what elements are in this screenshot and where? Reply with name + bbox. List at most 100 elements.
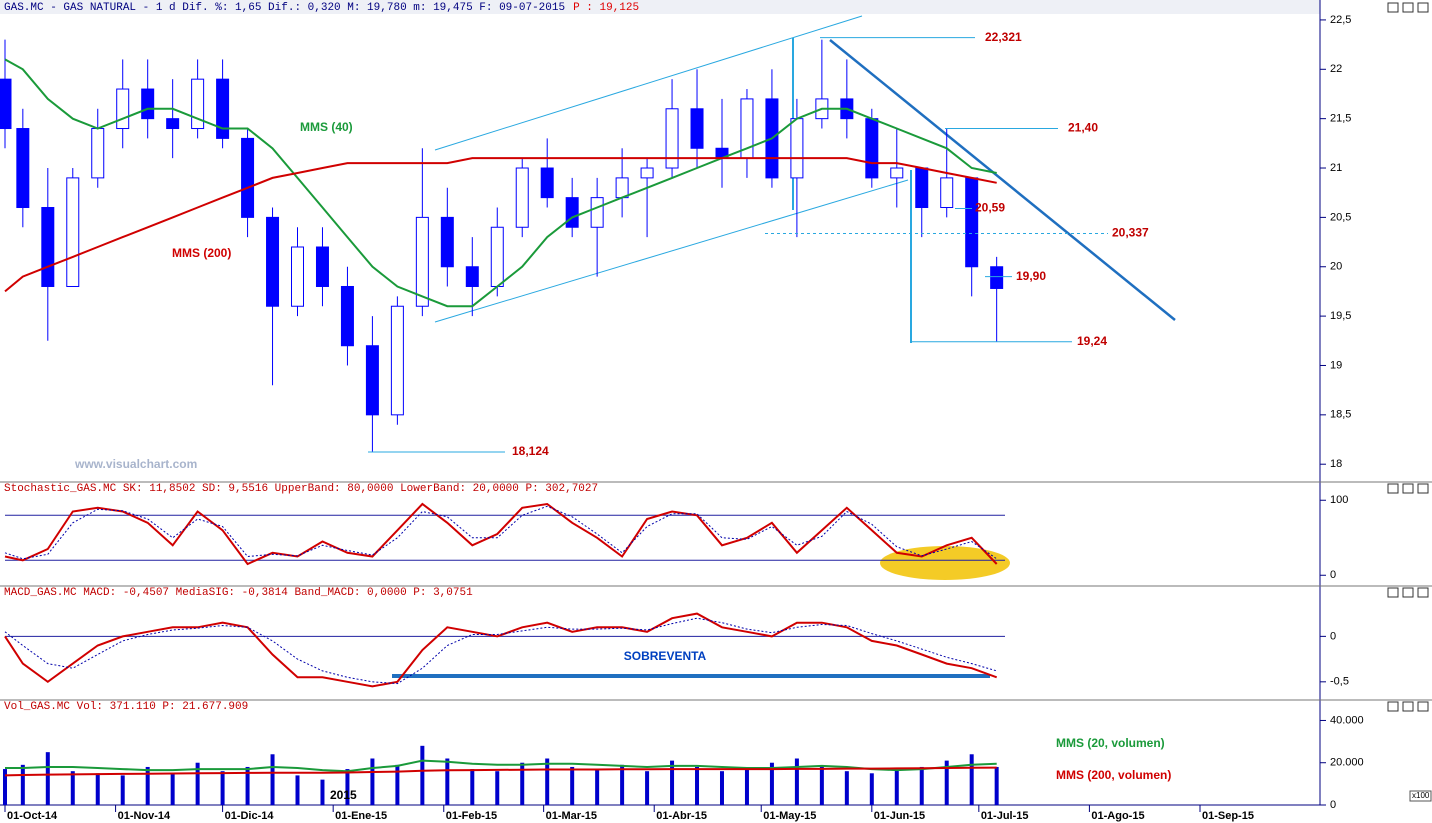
drawing-tools	[392, 15, 1176, 678]
candle-body	[890, 167, 904, 179]
maximize-button[interactable]	[1402, 701, 1414, 712]
series-line	[4, 502, 998, 566]
series-line	[4, 505, 997, 560]
series-line	[4, 612, 998, 688]
minimize-button[interactable]	[1387, 2, 1399, 13]
close-button[interactable]	[1417, 587, 1429, 598]
volume-bar	[670, 760, 675, 805]
x-tick-label: 01-Jul-15	[981, 810, 1029, 822]
volume-bar	[744, 769, 749, 805]
volume-bar	[545, 758, 550, 805]
volume-bar	[695, 766, 700, 805]
volume-bar	[620, 764, 625, 805]
volume-bar	[719, 771, 724, 805]
volume-bar	[270, 754, 275, 805]
candle-body	[116, 88, 130, 130]
candle-body	[490, 226, 504, 287]
candle-body	[915, 167, 929, 209]
candle-body	[390, 305, 404, 416]
x-tick-label: 01-May-15	[763, 810, 816, 822]
x-tick-label: 01-Sep-15	[1202, 810, 1254, 822]
highlight-ellipse	[880, 546, 1010, 580]
maximize-button[interactable]	[1402, 587, 1414, 598]
candle-body	[365, 345, 379, 416]
volume-bar	[145, 766, 150, 805]
candle-body	[440, 216, 454, 268]
candle-body	[91, 128, 105, 179]
header-bar	[0, 0, 1320, 14]
channel-upper	[434, 15, 863, 151]
candle-body	[166, 118, 180, 130]
candle-body	[315, 246, 329, 287]
volume-bar	[20, 764, 25, 805]
maximize-button[interactable]	[1402, 2, 1414, 13]
close-button[interactable]	[1417, 483, 1429, 494]
x-tick-label: 01-Nov-14	[118, 810, 171, 822]
minimize-button[interactable]	[1387, 483, 1399, 494]
panel-header: GAS.MC - GAS NATURAL - 1 d Dif. %: 1,65 …	[4, 2, 565, 14]
volume-bar	[919, 766, 924, 805]
y-tick-label: 22,5	[1330, 14, 1351, 26]
y-tick-label: 19	[1330, 359, 1342, 371]
volume-bar	[994, 766, 999, 805]
watermark: www.visualchart.com	[74, 457, 197, 471]
volume-bar	[969, 754, 974, 805]
moving-average	[4, 766, 997, 777]
candle-body	[191, 78, 205, 130]
candle-body	[0, 78, 12, 130]
y-tick-label: 0	[1330, 630, 1336, 642]
ma-label: MMS (200)	[172, 246, 231, 260]
level-label: 18,124	[512, 444, 549, 458]
annotation: SOBREVENTA	[624, 649, 707, 663]
x-tick-label: 01-Mar-15	[546, 810, 597, 822]
y-tick-label: 0	[1330, 799, 1336, 811]
volume-bar	[844, 771, 849, 805]
volume-bar	[45, 752, 50, 805]
panel-header: MACD_GAS.MC MACD: -0,4507 MediaSIG: -0,3…	[4, 587, 473, 599]
y-tick-label: 21,5	[1330, 113, 1351, 125]
ma-label: MMS (40)	[300, 120, 353, 134]
volume-bar	[70, 771, 75, 805]
level-label: 22,321	[985, 30, 1022, 44]
minimize-button[interactable]	[1387, 701, 1399, 712]
volume-bar	[944, 760, 949, 805]
volume-bar	[195, 762, 200, 805]
volume-bar	[495, 771, 500, 805]
volume-bar	[570, 766, 575, 805]
candle-body	[291, 246, 305, 307]
y-tick-label: 40.000	[1330, 714, 1364, 726]
volume-bar	[370, 758, 375, 805]
maximize-button[interactable]	[1402, 483, 1414, 494]
trend-line	[829, 39, 1176, 321]
ma-label: MMS (20, volumen)	[1056, 736, 1165, 750]
candle-body	[665, 108, 679, 169]
candle-body	[141, 88, 155, 120]
level-label: 20,59	[975, 201, 1005, 215]
volume-bar	[869, 773, 874, 805]
y-tick-label: 18	[1330, 458, 1342, 470]
y-tick-label: 20.000	[1330, 757, 1364, 769]
y-tick-label: 100	[1330, 494, 1348, 506]
candle-body	[990, 266, 1004, 289]
series-line	[4, 617, 997, 685]
candle-body	[640, 167, 654, 179]
candle-body	[66, 177, 80, 287]
candle-body	[415, 216, 429, 307]
frames	[0, 0, 1432, 806]
volume-bar	[470, 769, 475, 805]
candle-body	[465, 266, 479, 287]
volume-bar	[345, 769, 350, 805]
volume-bar	[295, 775, 300, 805]
volume-bar	[95, 773, 100, 805]
y-tick-label: 20,5	[1330, 211, 1351, 223]
close-button[interactable]	[1417, 701, 1429, 712]
minimize-button[interactable]	[1387, 587, 1399, 598]
y-tick-label: -0,5	[1330, 676, 1349, 688]
volume-bar	[120, 775, 125, 805]
window-buttons	[1387, 2, 1429, 712]
candle-body	[790, 118, 804, 179]
candle-body	[540, 167, 554, 199]
close-button[interactable]	[1417, 2, 1429, 13]
